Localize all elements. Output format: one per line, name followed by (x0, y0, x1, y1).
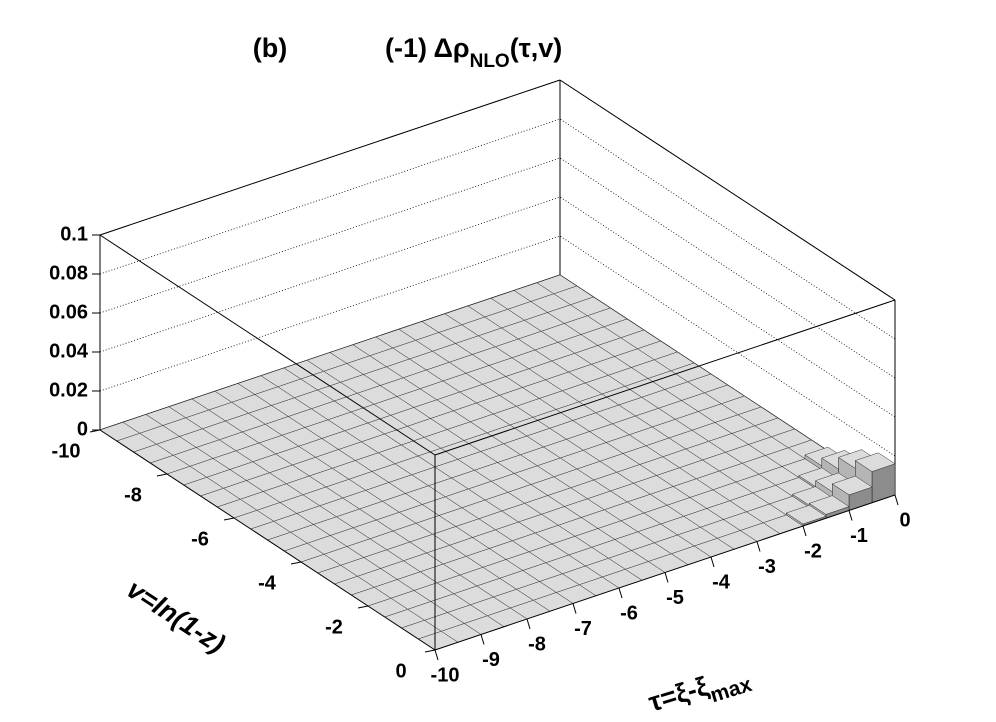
x-tick (480, 634, 485, 645)
x-tick (618, 587, 623, 599)
x-tick-label: -3 (758, 556, 776, 578)
x-tick (526, 618, 531, 630)
y-tick-label: -10 (52, 440, 81, 462)
bar-top (785, 505, 827, 525)
y-tick (89, 429, 101, 433)
x-tick (848, 510, 853, 521)
x-tick-label: -9 (482, 649, 500, 671)
z-tick-label: 0 (77, 418, 88, 440)
bar-top (854, 452, 896, 472)
x-title-sub: max (707, 672, 754, 706)
x-tick-label: -7 (574, 618, 592, 640)
x-tick (894, 494, 899, 506)
x-tick (664, 572, 669, 583)
z-tick-label: 0.02 (49, 379, 88, 401)
y-tick (290, 561, 302, 565)
y-tick-label: -6 (191, 528, 209, 550)
z-tick-label: 0.08 (49, 262, 88, 284)
grid-line (99, 79, 896, 301)
y-axis-title: v=ln(1-z) (122, 574, 231, 659)
title-sub: NLO (470, 51, 510, 72)
title-end: (τ,v) (510, 33, 563, 63)
y-tick-label: -4 (258, 572, 277, 594)
x-tick (802, 525, 807, 537)
x-tick-label: 0 (899, 509, 910, 531)
axis-line (99, 429, 436, 651)
y-tick (156, 473, 168, 477)
bar-top (831, 475, 873, 496)
title-main: (-1) Δρ (385, 33, 470, 63)
box-edge (99, 234, 436, 456)
y-tick-label: -2 (325, 616, 343, 638)
chart-title: (-1) ΔρNLO(τ,v) (385, 33, 562, 72)
x-tick-label: -8 (528, 633, 546, 655)
panel-label: (b) (253, 33, 287, 63)
x-tick (572, 603, 577, 614)
x-axis-title: τ=ξ-ξmax (645, 659, 755, 722)
x-title-main: τ=ξ-ξ (645, 671, 713, 718)
x-tick-label: -1 (850, 525, 868, 547)
y-tick (223, 517, 235, 521)
x-tick-label: -6 (620, 602, 638, 624)
x-tick-label: -10 (431, 664, 460, 686)
z-tick-label: 0.1 (60, 223, 88, 245)
x-tick-label: -4 (712, 571, 731, 593)
box-edge (99, 79, 561, 236)
x-tick (710, 556, 715, 568)
y-tick-label: 0 (395, 660, 406, 682)
box-edge (559, 79, 896, 301)
y-tick (357, 605, 369, 609)
bar-top (808, 495, 850, 515)
box-edge (434, 299, 896, 456)
x-tick-label: -5 (666, 587, 684, 609)
y-tick (424, 649, 436, 653)
x-tick (756, 541, 761, 552)
x-tick-label: -2 (804, 540, 822, 562)
x-tick (434, 649, 439, 661)
y-tick-label: -8 (124, 484, 142, 506)
z-tick-label: 0.06 (49, 301, 88, 323)
z-tick-label: 0.04 (49, 340, 89, 362)
